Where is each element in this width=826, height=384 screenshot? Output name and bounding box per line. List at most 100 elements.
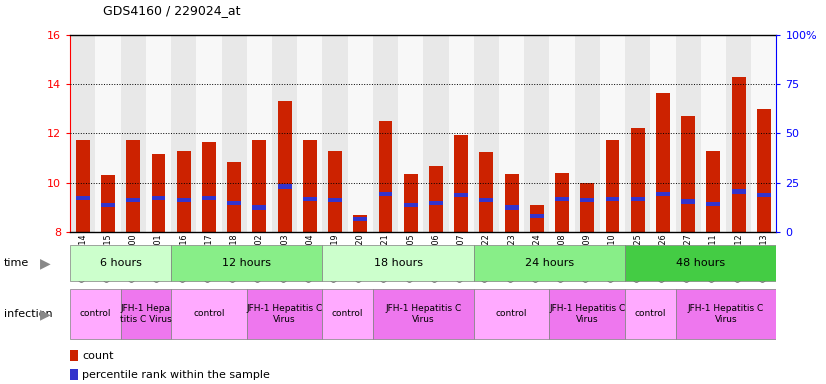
Bar: [70, 289, 121, 339]
Bar: [656, 192, 670, 196]
Text: time: time: [4, 258, 30, 268]
Bar: [177, 151, 191, 232]
Bar: [202, 142, 216, 232]
Bar: [151, 154, 165, 232]
Bar: [121, 289, 171, 339]
Bar: [454, 135, 468, 232]
Bar: [656, 93, 670, 232]
Bar: [549, 35, 575, 232]
Bar: [676, 35, 700, 232]
Bar: [449, 35, 474, 232]
Bar: [625, 35, 650, 232]
Bar: [676, 289, 776, 339]
Text: control: control: [79, 310, 112, 318]
Bar: [328, 151, 342, 232]
Bar: [605, 140, 620, 232]
Bar: [429, 200, 443, 205]
Bar: [751, 35, 776, 232]
Bar: [429, 166, 443, 232]
Bar: [423, 35, 449, 232]
Text: 6 hours: 6 hours: [100, 258, 141, 268]
Bar: [479, 198, 493, 202]
Bar: [247, 35, 272, 232]
Bar: [151, 195, 165, 200]
Bar: [76, 140, 90, 232]
Bar: [373, 35, 398, 232]
Bar: [555, 197, 569, 201]
Text: 12 hours: 12 hours: [222, 258, 271, 268]
Bar: [101, 175, 115, 232]
Bar: [757, 109, 771, 232]
Text: 24 hours: 24 hours: [525, 258, 574, 268]
Text: control: control: [332, 310, 363, 318]
Bar: [272, 35, 297, 232]
Bar: [70, 35, 96, 232]
Text: JFH-1 Hepa
titis C Virus: JFH-1 Hepa titis C Virus: [120, 304, 172, 324]
Bar: [227, 200, 241, 205]
Bar: [253, 140, 266, 232]
Bar: [171, 245, 322, 281]
Bar: [354, 217, 368, 221]
Bar: [631, 129, 644, 232]
Bar: [549, 289, 625, 339]
Bar: [227, 162, 241, 232]
Bar: [247, 289, 322, 339]
Text: JFH-1 Hepatitis C
Virus: JFH-1 Hepatitis C Virus: [688, 304, 764, 324]
Bar: [70, 369, 78, 380]
Bar: [197, 35, 221, 232]
Bar: [297, 35, 322, 232]
Bar: [505, 174, 519, 232]
Bar: [303, 197, 316, 201]
Bar: [732, 189, 746, 194]
Text: control: control: [634, 310, 666, 318]
Bar: [726, 35, 751, 232]
Bar: [581, 183, 594, 232]
Bar: [555, 173, 569, 232]
Text: JFH-1 Hepatitis C
Virus: JFH-1 Hepatitis C Virus: [385, 304, 462, 324]
Bar: [575, 35, 600, 232]
Text: 48 hours: 48 hours: [676, 258, 725, 268]
Text: count: count: [82, 351, 113, 361]
Bar: [171, 289, 247, 339]
Bar: [322, 245, 474, 281]
Text: percentile rank within the sample: percentile rank within the sample: [82, 370, 270, 380]
Bar: [76, 195, 90, 200]
Bar: [650, 35, 676, 232]
Bar: [101, 203, 115, 207]
Bar: [505, 205, 519, 210]
Bar: [757, 193, 771, 197]
Text: GDS4160 / 229024_at: GDS4160 / 229024_at: [103, 4, 240, 17]
Bar: [404, 203, 418, 207]
Bar: [706, 151, 720, 232]
Bar: [398, 35, 423, 232]
Bar: [600, 35, 625, 232]
Bar: [404, 174, 418, 232]
Bar: [202, 195, 216, 200]
Bar: [96, 35, 121, 232]
Bar: [322, 289, 373, 339]
Text: control: control: [496, 310, 527, 318]
Bar: [378, 121, 392, 232]
Bar: [171, 35, 197, 232]
Bar: [328, 198, 342, 202]
Bar: [530, 205, 544, 232]
Text: JFH-1 Hepatitis C
Virus: JFH-1 Hepatitis C Virus: [549, 304, 625, 324]
Bar: [625, 289, 676, 339]
Text: 18 hours: 18 hours: [373, 258, 423, 268]
Bar: [525, 35, 549, 232]
Bar: [706, 202, 720, 206]
Bar: [378, 192, 392, 196]
Bar: [474, 289, 549, 339]
Text: JFH-1 Hepatitis C
Virus: JFH-1 Hepatitis C Virus: [246, 304, 323, 324]
Bar: [121, 35, 146, 232]
Bar: [126, 140, 140, 232]
Bar: [177, 198, 191, 202]
Bar: [354, 215, 368, 232]
Bar: [479, 152, 493, 232]
Bar: [499, 35, 525, 232]
Bar: [530, 214, 544, 218]
Bar: [278, 101, 292, 232]
Bar: [681, 116, 695, 232]
Bar: [322, 35, 348, 232]
Bar: [474, 245, 625, 281]
